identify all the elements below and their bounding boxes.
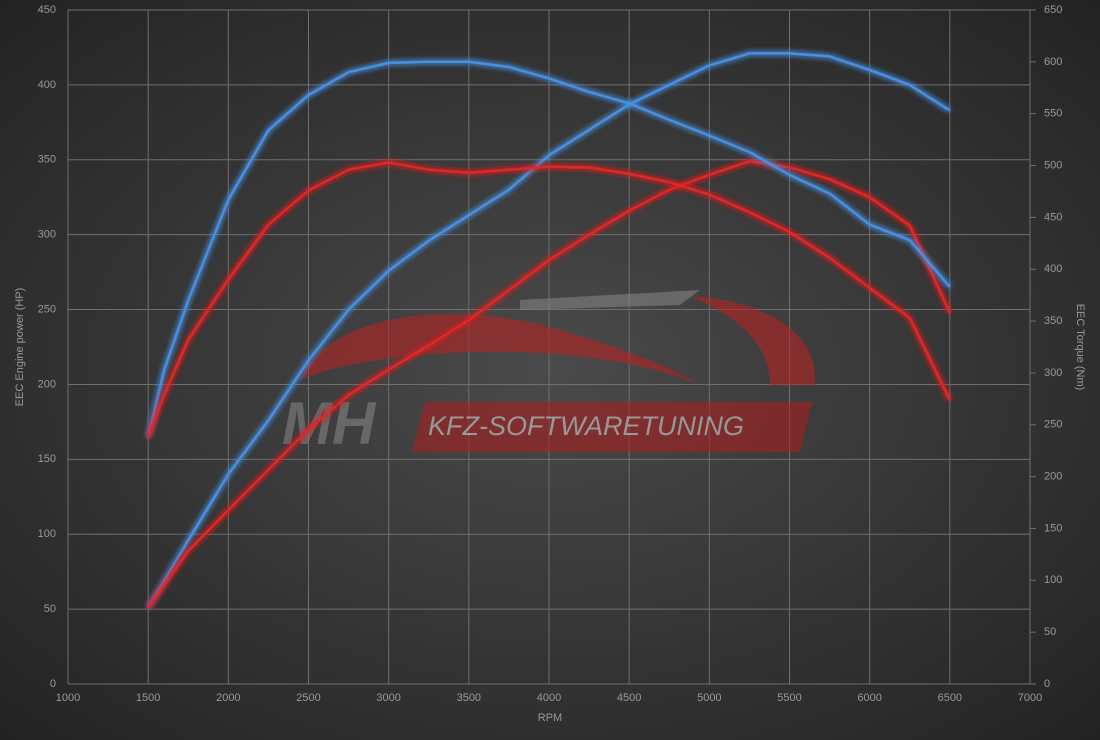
y-tick-label: 350 xyxy=(38,154,56,166)
x-tick-label: 5500 xyxy=(777,692,801,704)
y2-tick-label: 0 xyxy=(1044,678,1050,690)
x-axis-label: RPM xyxy=(538,712,562,724)
y-tick-label: 50 xyxy=(44,603,56,615)
grid xyxy=(67,9,1036,685)
y2-tick-label: 100 xyxy=(1044,574,1062,586)
y2-tick-label: 250 xyxy=(1044,419,1062,431)
y2-tick-label: 400 xyxy=(1044,263,1062,275)
x-tick-label: 6000 xyxy=(857,692,881,704)
y-tick-label: 150 xyxy=(38,453,56,465)
x-tick-label: 3500 xyxy=(457,692,481,704)
y-tick-label: 300 xyxy=(38,229,56,241)
y2-tick-label: 350 xyxy=(1044,315,1062,327)
series-line xyxy=(147,52,951,609)
watermark-text: KFZ-SOFTWARETUNING xyxy=(428,411,744,441)
watermark-swoosh xyxy=(300,314,700,385)
y-tick-label: 400 xyxy=(38,79,56,91)
y2-tick-label: 150 xyxy=(1044,522,1062,534)
y2-axis-label: EEC Torque (Nm) xyxy=(1074,304,1086,391)
lines xyxy=(146,52,951,609)
y2-tick-label: 50 xyxy=(1044,626,1056,638)
y2-tick-label: 500 xyxy=(1044,159,1062,171)
y-tick-label: 100 xyxy=(38,528,56,540)
y-tick-label: 450 xyxy=(38,4,56,16)
y-tick-label: 0 xyxy=(50,678,56,690)
series-line xyxy=(147,160,951,609)
x-tick-label: 2000 xyxy=(216,692,240,704)
x-tick-label: 1000 xyxy=(56,692,80,704)
watermark-swoosh xyxy=(520,290,700,310)
watermark-band xyxy=(412,402,812,452)
x-tick-label: 3000 xyxy=(376,692,400,704)
series-line xyxy=(147,161,951,438)
y2-tick-label: 300 xyxy=(1044,367,1062,379)
x-tick-label: 5000 xyxy=(697,692,721,704)
y-axis-label: EEC Engine power (HP) xyxy=(14,288,26,407)
y-tick-label: 200 xyxy=(38,378,56,390)
y2-tick-label: 550 xyxy=(1044,108,1062,120)
watermark-logo: MH xyxy=(282,390,377,457)
x-tick-label: 2500 xyxy=(296,692,320,704)
x-tick-label: 4000 xyxy=(537,692,561,704)
y2-tick-label: 600 xyxy=(1044,56,1062,68)
y2-tick-label: 450 xyxy=(1044,211,1062,223)
x-tick-label: 7000 xyxy=(1018,692,1042,704)
x-tick-label: 6500 xyxy=(938,692,962,704)
y-tick-label: 250 xyxy=(38,303,56,315)
y2-tick-label: 650 xyxy=(1044,4,1062,16)
series-line xyxy=(146,60,951,438)
x-tick-label: 1500 xyxy=(136,692,160,704)
watermark: MH KFZ-SOFTWARETUNING xyxy=(282,290,816,457)
x-tick-label: 4500 xyxy=(617,692,641,704)
y2-tick-label: 200 xyxy=(1044,471,1062,483)
watermark-swoosh xyxy=(690,296,816,385)
